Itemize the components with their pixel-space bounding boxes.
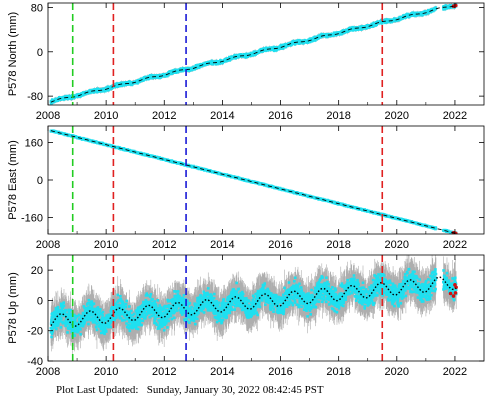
y-tick-label: 20 [31,265,43,277]
recent-point [448,291,453,296]
panel-3: 2008 2010 2012 2014 2016 2018 2020 2022 -40 -20 0 2… [7,254,485,378]
x-tick-label: 2022 [443,239,467,251]
x-tick-label: 2008 [36,239,60,251]
x-tick-label: 2014 [210,110,234,122]
panel-frame [47,2,485,106]
x-tick-label: 2018 [326,366,350,378]
y-tick-label: 0 [37,295,43,307]
y-tick-label: -40 [27,356,43,368]
y-tick-label: 0 [37,175,43,187]
data-points [49,129,458,234]
y-tick-label: 160 [25,137,43,149]
x-tick-label: 2016 [268,110,292,122]
panel-plot-area [49,3,458,105]
x-tick-label: 2014 [210,239,234,251]
y-axis-label: P578 Up (mm) [7,272,19,344]
x-tick-label: 2012 [152,239,176,251]
x-tick-label: 2022 [443,110,467,122]
model-line [50,276,457,327]
panel-2: 2008 2010 2012 2014 2016 2018 2020 2022 -160 0 160… [7,125,485,251]
x-tick-label: 2014 [210,366,234,378]
x-tick-label: 2008 [36,110,60,122]
x-tick-label: 2016 [268,366,292,378]
y-tick-label: -80 [27,91,43,103]
x-tick-label: 2016 [268,239,292,251]
x-tick-label: 2010 [94,366,118,378]
data-point-path [49,129,458,234]
x-tick-label: 2022 [443,366,467,378]
data-point-path [49,3,458,105]
x-tick-label: 2010 [94,110,118,122]
recent-point [453,291,458,295]
last-updated-footer: Plot Last Updated: Sunday, January 30, 2… [56,384,324,396]
y-tick-label: 80 [31,2,43,14]
x-tick-label: 2018 [326,110,350,122]
panel-frame [47,254,485,362]
x-tick-label: 2020 [385,110,409,122]
y-axis-label: P578 North (mm) [7,12,19,96]
model-line [50,5,457,103]
recent-points [448,283,458,298]
data-points [49,3,458,105]
y-tick-label: 0 [37,47,43,59]
x-tick-label: 2010 [94,239,118,251]
y-axis-label: P578 East (mm) [7,140,19,219]
last-updated-timestamp: Sunday, January 30, 2022 08:42:45 PST [146,384,324,396]
recent-point [451,294,456,298]
x-tick-label: 2012 [152,110,176,122]
x-tick-label: 2020 [385,366,409,378]
panel-plot-area [49,255,458,355]
x-tick-label: 2008 [36,366,60,378]
last-updated-label: Plot Last Updated: [56,384,139,396]
x-tick-label: 2020 [385,239,409,251]
y-tick-label: -20 [27,326,43,338]
data-point-path [49,267,458,339]
y-tick-label: -160 [21,213,43,225]
data-points [49,267,458,339]
panel-plot-area [49,129,458,234]
panel-1: 2008 2010 2012 2014 2016 2018 2020 2022 -80 0 80 P5… [7,2,485,122]
x-tick-label: 2018 [326,239,350,251]
x-tick-label: 2012 [152,366,176,378]
